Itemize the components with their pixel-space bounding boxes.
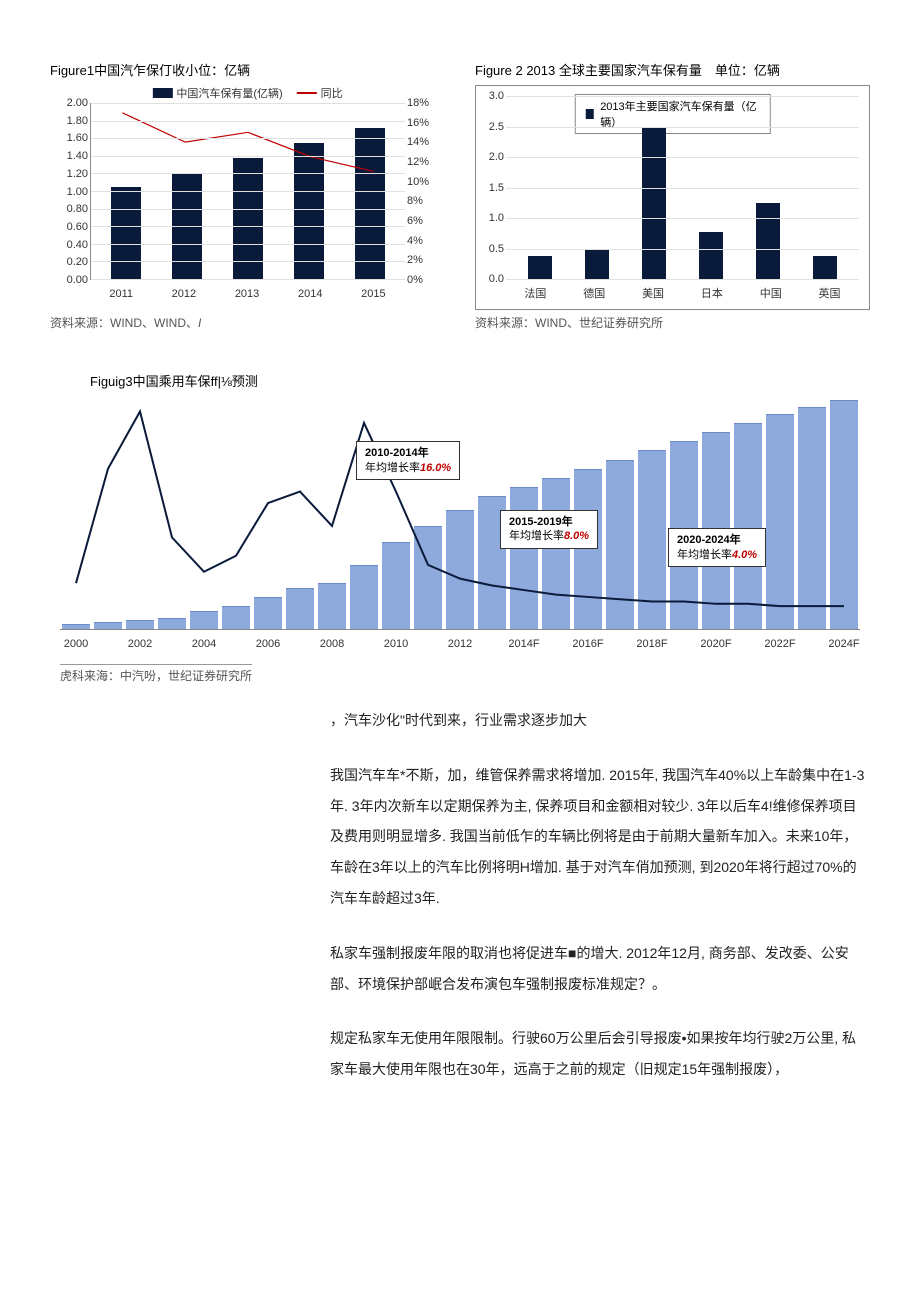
bar	[350, 565, 378, 629]
bar	[756, 203, 780, 279]
bar	[254, 597, 282, 629]
legend-line-swatch	[297, 92, 317, 94]
figure-3-x-axis: 20002002200420062008201020122014F2016F20…	[60, 632, 860, 660]
bar	[638, 450, 666, 629]
paragraph-4: 规定私家车无使用年限限制。行驶60万公里后会引导报废•如果按年均行驶2万公里, …	[330, 1023, 870, 1085]
bar	[294, 143, 324, 279]
paragraph-3: 私家车强制报废年限的取消也将促进车■的增大. 2012年12月, 商务部、发改委…	[330, 938, 870, 1000]
bar	[414, 526, 442, 629]
callout: 2010-2014年年均增长率16.0%	[356, 441, 460, 480]
bar	[111, 187, 141, 279]
figure-1-chart: 中国汽车保有量(亿辆) 同比 0.000.200.400.600.801.001…	[50, 85, 445, 310]
bar	[126, 620, 154, 629]
bar	[355, 128, 385, 279]
legend-bar-swatch	[152, 88, 172, 98]
figure-2-chart: 2013年主要国家汽车保有量（亿辆） 0.00.51.01.52.02.53.0…	[475, 85, 870, 310]
bar	[382, 542, 410, 629]
bar	[62, 624, 90, 629]
bar	[446, 510, 474, 629]
bar	[699, 232, 723, 279]
callout: 2015-2019年年均增长率8.0%	[500, 510, 598, 549]
bar	[94, 622, 122, 629]
bar	[510, 487, 538, 629]
bar	[222, 606, 250, 629]
bar	[190, 611, 218, 629]
figure-1-y-left-axis: 0.000.200.400.600.801.001.201.401.601.80…	[50, 103, 88, 280]
bar	[318, 583, 346, 629]
paragraph-2: 我国汽车车*不斯，加，维管保养需求将增加. 2015年, 我国汽车40%以上车龄…	[330, 760, 870, 914]
figure-2-title: Figure 2 2013 全球主要国家汽车保有量 单位：亿辆	[475, 60, 870, 79]
figure-1-y-right-axis: 0%2%4%6%8%10%12%14%16%18%	[407, 103, 445, 280]
figure-3-plot-area: 2010-2014年年均增长率16.0% 2015-2019年年均增长率8.0% 2…	[60, 400, 860, 630]
paragraph-1: ，汽车沙化"时代到来，行业需求逐步加大	[330, 705, 870, 736]
figure-2-y-axis: 0.00.51.01.52.02.53.0	[476, 96, 504, 279]
figure-3-title: Figuig3中国乘用车保ff|⅛预测	[90, 371, 870, 390]
bar	[830, 400, 858, 629]
figure-1-source: 资料来源：WIND、WIND、I	[50, 314, 445, 331]
bar	[798, 407, 826, 629]
figure-2: Figure 2 2013 全球主要国家汽车保有量 单位：亿辆 2013年主要国…	[475, 60, 870, 331]
figure-1-title: Figure1中国汽乍保仃收小位：亿辆	[50, 60, 445, 79]
bar	[286, 588, 314, 629]
bar	[542, 478, 570, 629]
figure-1-plot-area	[90, 103, 405, 280]
bar	[585, 249, 609, 280]
figure-3: Figuig3中国乘用车保ff|⅛预测 2010-2014年年均增长率16.0%…	[50, 371, 870, 685]
bar	[606, 460, 634, 629]
bar	[734, 423, 762, 629]
bar	[642, 127, 666, 280]
bar	[766, 414, 794, 629]
figure-2-source: 资料来源：WIND、世纪证券研究所	[475, 314, 870, 331]
figure-2-plot-area	[506, 96, 859, 279]
bar	[158, 618, 186, 629]
callout: 2020-2024年年均增长率4.0%	[668, 528, 766, 567]
figure-2-x-axis: 法国德国美国日本中国英国	[506, 281, 859, 307]
figure-3-source: 虎科来海：中汽吩，世纪证券研究所	[60, 664, 252, 684]
bar	[813, 256, 837, 279]
figure-1: Figure1中国汽乍保仃收小位：亿辆 中国汽车保有量(亿辆) 同比 0.000…	[50, 60, 445, 331]
body-text: ，汽车沙化"时代到来，行业需求逐步加大 我国汽车车*不斯，加，维管保养需求将增加…	[330, 705, 870, 1085]
figure-1-x-axis: 20112012201320142015	[90, 282, 405, 310]
top-charts-row: Figure1中国汽乍保仃收小位：亿辆 中国汽车保有量(亿辆) 同比 0.000…	[50, 60, 870, 331]
figure-1-legend: 中国汽车保有量(亿辆) 同比	[152, 85, 342, 101]
bar	[574, 469, 602, 629]
bar	[528, 256, 552, 279]
figure-3-chart: 2010-2014年年均增长率16.0% 2015-2019年年均增长率8.0% 2…	[50, 400, 870, 660]
